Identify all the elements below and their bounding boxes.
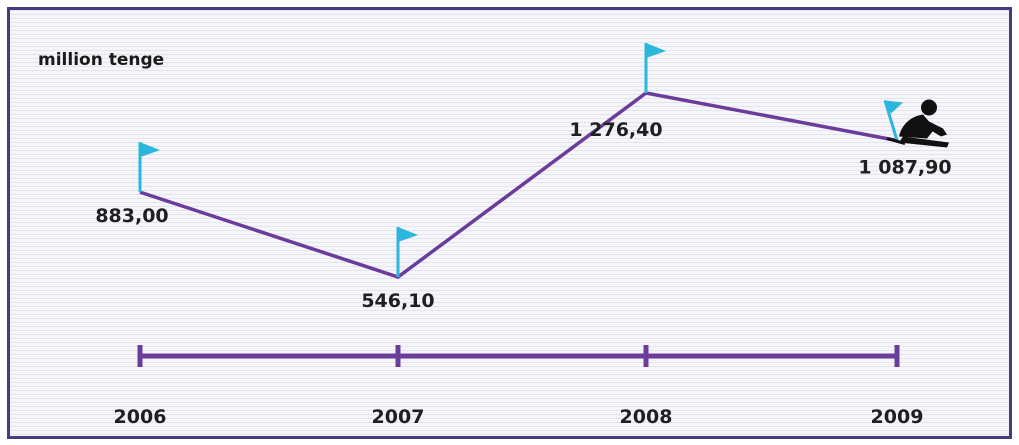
marker-layer [138, 43, 949, 277]
x-tick-label-2009: 2009 [871, 406, 924, 428]
y-axis-unit-label: million tenge [38, 50, 165, 70]
chart-frame: million tenge 2006 2007 2008 2009 883,00 546… [7, 7, 1012, 439]
data-label-2007: 546,10 [361, 290, 434, 312]
series-layer [139, 91, 898, 279]
flag-icon [644, 43, 666, 93]
x-tick-label-2008: 2008 [620, 406, 673, 428]
year-axis: 2006 2007 2008 2009 [114, 345, 924, 428]
line-chart: 2006 2007 2008 2009 883,00 546,10 1 276,40 1 0… [95, 43, 952, 428]
series-line [139, 91, 898, 279]
data-label-2009: 1 087,90 [858, 156, 951, 178]
value-label-layer: 883,00 546,10 1 276,40 1 087,90 [95, 119, 951, 312]
x-tick-label-2006: 2006 [114, 406, 167, 428]
data-label-2006: 883,00 [95, 205, 168, 227]
data-label-2008: 1 276,40 [569, 119, 662, 141]
flag-icon [138, 142, 160, 193]
x-tick-label-2007: 2007 [372, 406, 425, 428]
fallen-climber-icon [883, 99, 949, 148]
flag-icon [396, 227, 418, 277]
